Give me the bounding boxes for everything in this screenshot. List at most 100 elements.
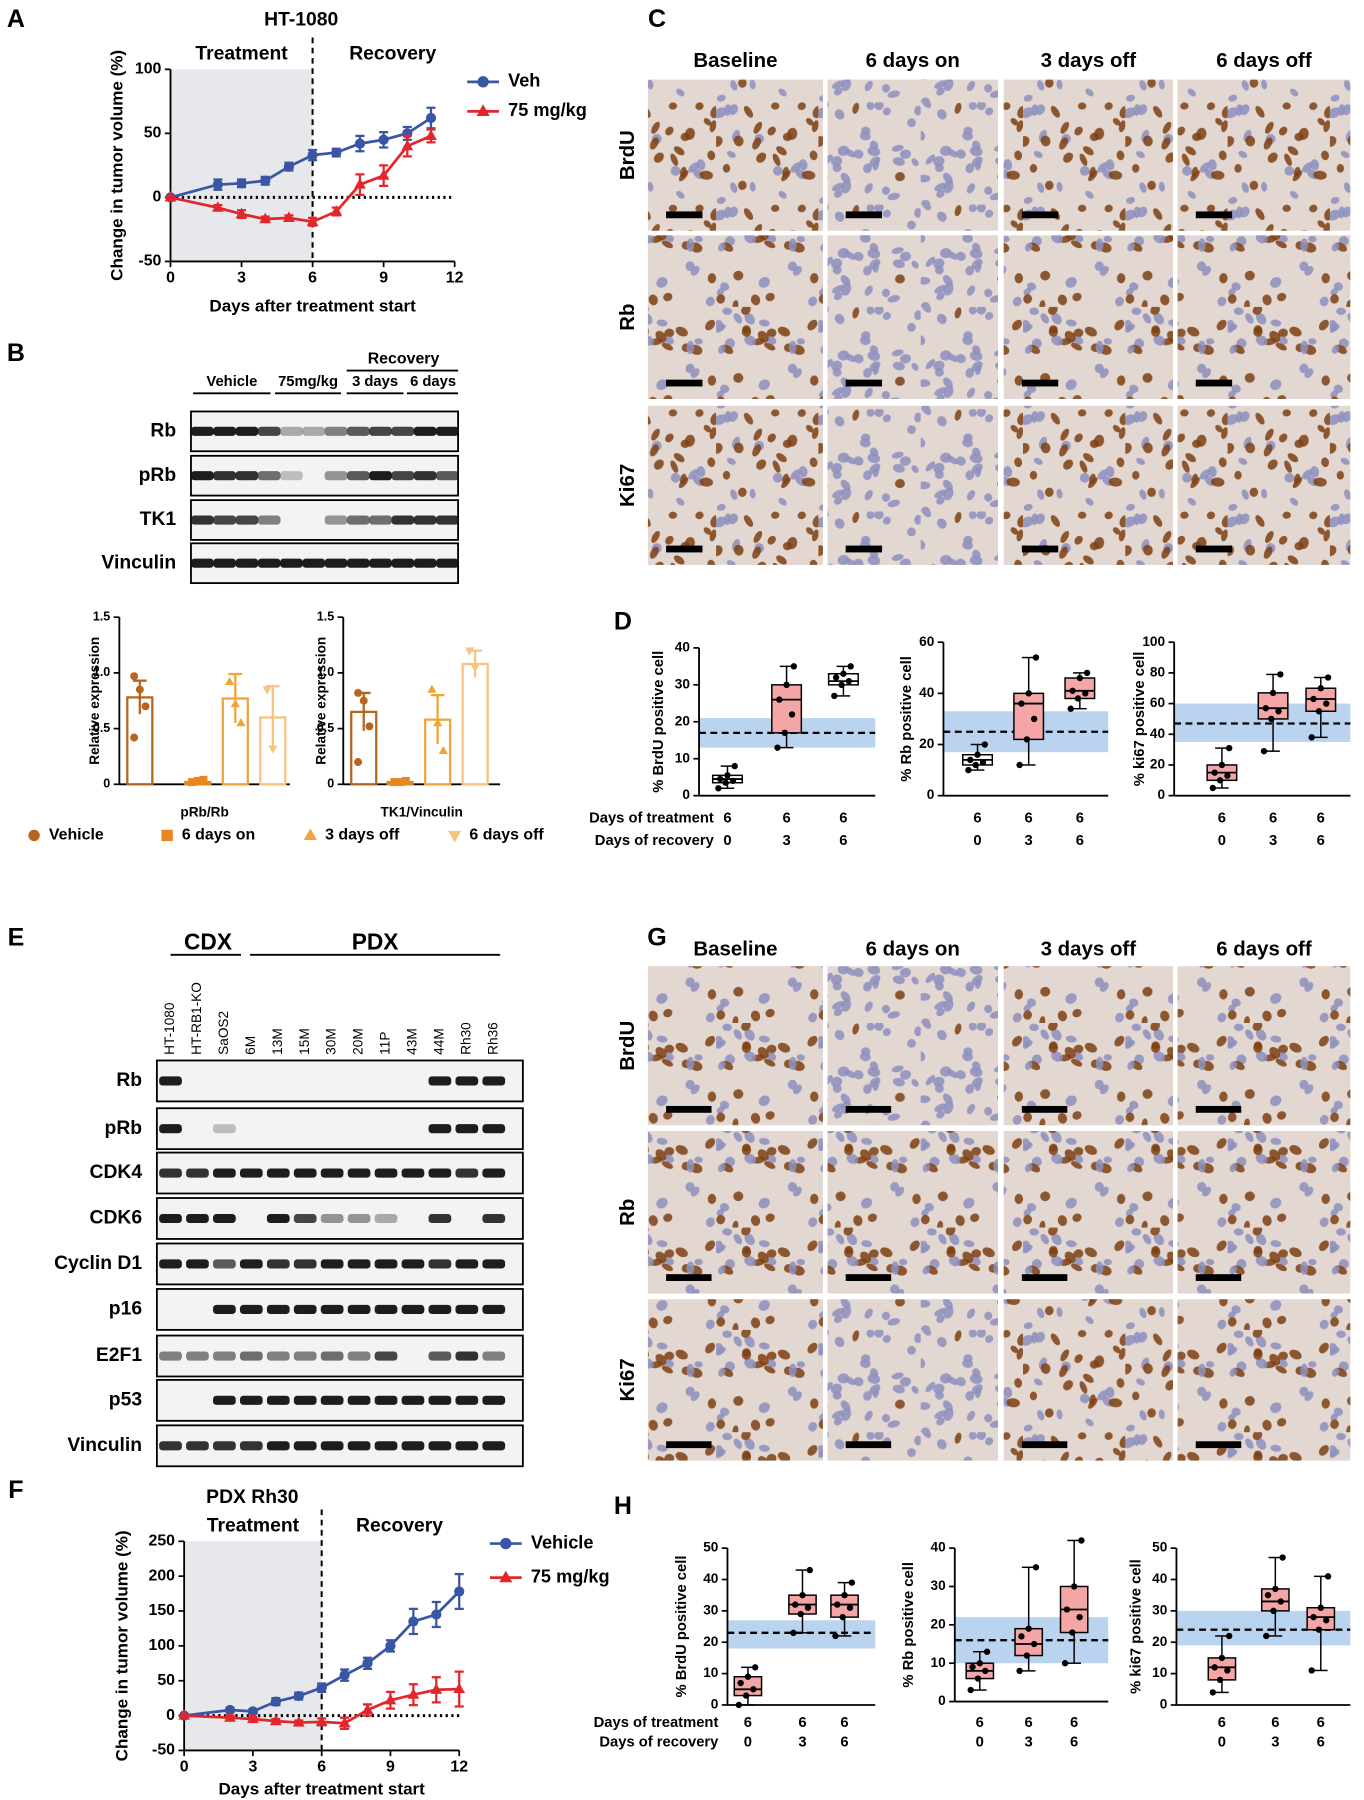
y-axis-label: Change in tumor volume (%) xyxy=(108,50,127,281)
category-label: 6 xyxy=(1271,1715,1279,1731)
blot-band xyxy=(213,515,236,525)
data-point xyxy=(979,759,987,766)
data-point xyxy=(1315,1626,1323,1633)
blot-band xyxy=(482,1351,506,1361)
data-point xyxy=(1069,1629,1076,1636)
data-point xyxy=(270,1696,281,1707)
data-point xyxy=(259,212,272,224)
micrograph xyxy=(1003,405,1174,565)
blot-band xyxy=(324,515,348,525)
blot-band xyxy=(428,1395,452,1405)
data-point xyxy=(832,674,840,681)
legend-marker xyxy=(476,104,490,116)
data-point xyxy=(1018,700,1025,707)
legend-marker xyxy=(28,829,40,842)
blot-band xyxy=(239,1304,263,1314)
blot-band xyxy=(482,1259,506,1269)
y-tick-label: 250 xyxy=(149,1533,176,1550)
scale-bar xyxy=(666,1105,712,1113)
data-point xyxy=(804,1604,812,1611)
y-tick-label: 40 xyxy=(1152,1571,1168,1586)
micrograph xyxy=(647,1299,823,1461)
category-label: 6 xyxy=(839,833,847,849)
data-point xyxy=(1277,671,1284,678)
blot-band xyxy=(293,1168,317,1178)
scale-bar xyxy=(845,1441,892,1449)
blot-band xyxy=(401,1168,425,1178)
blot-band xyxy=(266,1168,290,1178)
y-tick-label: 60 xyxy=(919,634,935,649)
blot-band xyxy=(347,1351,371,1361)
blot-band xyxy=(266,1304,290,1314)
data-point xyxy=(1067,705,1074,712)
blot-header: PDX xyxy=(352,928,399,954)
data-point xyxy=(1078,1537,1085,1544)
micrograph xyxy=(827,1299,998,1461)
blot-band xyxy=(369,471,392,481)
data-point xyxy=(339,1670,350,1681)
data-point xyxy=(211,201,224,212)
lane-label: Rh30 xyxy=(458,1022,473,1055)
lane-label: 30M xyxy=(324,1028,339,1055)
x-axis-label: pRb/Rb xyxy=(180,804,228,819)
annotation: Recovery xyxy=(349,44,436,65)
ihc-column-header: 3 days off xyxy=(1041,938,1137,961)
data-point xyxy=(788,711,796,718)
category-label: 6 xyxy=(1076,810,1084,826)
data-point xyxy=(306,215,319,226)
data-point xyxy=(1315,708,1323,715)
data-point xyxy=(354,688,363,697)
data-point xyxy=(845,677,853,685)
series-line xyxy=(184,1687,460,1725)
data-point xyxy=(331,147,342,158)
bar xyxy=(461,662,489,786)
data-point xyxy=(847,663,854,670)
blot-band xyxy=(320,1168,344,1178)
blot-band xyxy=(482,1124,506,1134)
data-point xyxy=(797,1610,804,1618)
data-point xyxy=(1268,715,1275,723)
category-label: 6 xyxy=(839,810,847,826)
blot-band xyxy=(213,1304,236,1314)
blot-band xyxy=(482,1395,506,1405)
blot-band xyxy=(213,1124,236,1134)
data-point xyxy=(224,1711,236,1722)
data-point xyxy=(293,1690,304,1702)
blot-band xyxy=(455,1124,479,1134)
blot-band xyxy=(320,1213,344,1224)
category-label: 6 xyxy=(1317,810,1325,826)
data-point xyxy=(377,169,390,180)
blot-band xyxy=(428,1124,452,1134)
blot-band xyxy=(213,1213,236,1224)
scale-bar xyxy=(666,379,703,387)
y-tick-label: 30 xyxy=(703,1602,719,1617)
data-point xyxy=(806,1566,813,1574)
blot-band xyxy=(428,1351,452,1361)
blot-band xyxy=(374,1351,398,1361)
micrograph xyxy=(647,235,823,399)
data-point xyxy=(729,777,737,785)
panel-letter: E xyxy=(8,923,25,951)
data-point xyxy=(130,733,139,742)
blot-band xyxy=(369,558,392,568)
data-point xyxy=(717,775,724,783)
blot-band xyxy=(401,1395,425,1405)
data-point xyxy=(735,1701,743,1709)
y-tick-label: -50 xyxy=(152,1742,175,1759)
y-tick-label: 1.0 xyxy=(317,665,334,679)
data-point xyxy=(135,685,144,694)
data-point xyxy=(982,1667,989,1675)
blot-band xyxy=(213,1441,236,1451)
ihc-column-header: 6 days off xyxy=(1216,49,1312,72)
blot-band xyxy=(159,1076,182,1086)
lane-label: 6M xyxy=(243,1036,258,1055)
category-label: 0 xyxy=(1218,1734,1226,1750)
data-point xyxy=(839,1613,846,1621)
data-point xyxy=(262,686,272,695)
data-point xyxy=(378,134,389,145)
blot-band xyxy=(369,426,392,436)
data-point xyxy=(431,1609,442,1620)
annotation: Treatment xyxy=(207,1516,300,1537)
data-point xyxy=(1083,669,1091,677)
lane-label: Rh36 xyxy=(485,1022,500,1055)
